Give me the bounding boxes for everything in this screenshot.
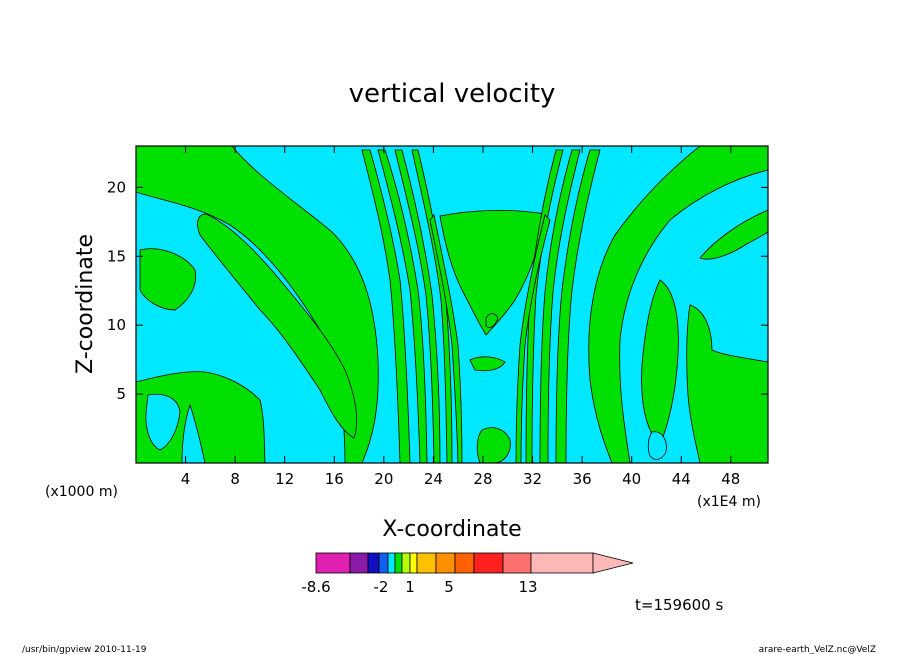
- contour-region: [361, 149, 411, 463]
- colorbar-segment: [530, 552, 594, 574]
- contour-region: [145, 393, 181, 451]
- contour-region: [139, 248, 197, 311]
- colorbar-arrow: [592, 552, 634, 574]
- colorbar-segment: [394, 552, 403, 574]
- x-tick-label: 48: [721, 470, 740, 488]
- y-axis-ticks: 5 10 15 20: [107, 178, 768, 403]
- x-tick-label: 12: [275, 470, 294, 488]
- plot-frame: [135, 145, 769, 464]
- x-tick-label: 20: [374, 470, 393, 488]
- x-tick-label: 36: [573, 470, 592, 488]
- x-tick-label: 16: [325, 470, 344, 488]
- colorbar: -8.6 -2 1 5 13: [301, 552, 634, 596]
- contour-region: [476, 427, 511, 463]
- y-tick-label: 20: [107, 178, 126, 196]
- y-tick-label: 15: [107, 247, 126, 265]
- contour-region: [647, 431, 667, 460]
- contour-region: [588, 146, 768, 463]
- footer-right: arare-earth_VelZ.nc@VelZ: [759, 645, 876, 654]
- contour-region: [136, 146, 379, 463]
- contour-region: [394, 149, 441, 463]
- x-tick-label: 40: [622, 470, 641, 488]
- contour-region: [515, 214, 551, 463]
- contour-region: [485, 313, 499, 328]
- footer-left: /usr/bin/gpview 2010-11-19: [22, 645, 147, 654]
- x-tick-label: 4: [181, 470, 191, 488]
- colorbar-tick-label: -2: [374, 578, 389, 596]
- x-tick-label: 24: [424, 470, 443, 488]
- colorbar-segment: [409, 552, 418, 574]
- colorbar-segment: [378, 552, 389, 574]
- x-tick-label: 28: [473, 470, 492, 488]
- colorbar-tick-label: -8.6: [301, 578, 330, 596]
- time-label: t=159600 s: [635, 596, 723, 614]
- colorbar-segment: [416, 552, 437, 574]
- colorbar-segment: [502, 552, 532, 574]
- colorbar-tick-label: 13: [518, 578, 537, 596]
- x-axis-label: X-coordinate: [382, 517, 521, 542]
- x-tick-label: 8: [230, 470, 240, 488]
- colorbar-segment: [401, 552, 411, 574]
- y-tick-label: 5: [116, 385, 126, 403]
- contour-region: [197, 213, 357, 439]
- colorbar-segment: [435, 552, 456, 574]
- contour-region: [699, 209, 768, 260]
- x-unit-right: (x1E4 m): [697, 494, 761, 510]
- colorbar-segment: [473, 552, 504, 574]
- x-tick-label: 44: [672, 470, 691, 488]
- y-tick-label: 10: [107, 316, 126, 334]
- contour-regions: [136, 146, 768, 463]
- x-axis-ticks: 4 8 12 16 20 24 28 32 36 40 44 48: [181, 146, 740, 488]
- colorbar-tick-label: 5: [444, 578, 454, 596]
- colorbar-segment: [349, 552, 369, 574]
- colorbar-segment: [315, 552, 351, 574]
- contour-region: [377, 149, 428, 463]
- x-unit-left: (x1000 m): [45, 484, 118, 500]
- colorbar-segment: [387, 552, 396, 574]
- y-axis-label: Z-coordinate: [73, 234, 98, 374]
- chart-title: vertical velocity: [349, 79, 556, 109]
- colorbar-segment: [454, 552, 475, 574]
- contour-region: [469, 356, 506, 372]
- contour-region: [555, 149, 601, 463]
- contour-region: [539, 149, 581, 463]
- contour-region: [439, 210, 546, 336]
- x-tick-label: 32: [523, 470, 542, 488]
- colorbar-segment: [367, 552, 380, 574]
- colorbar-tick-label: 1: [405, 578, 415, 596]
- contour-region: [429, 214, 463, 463]
